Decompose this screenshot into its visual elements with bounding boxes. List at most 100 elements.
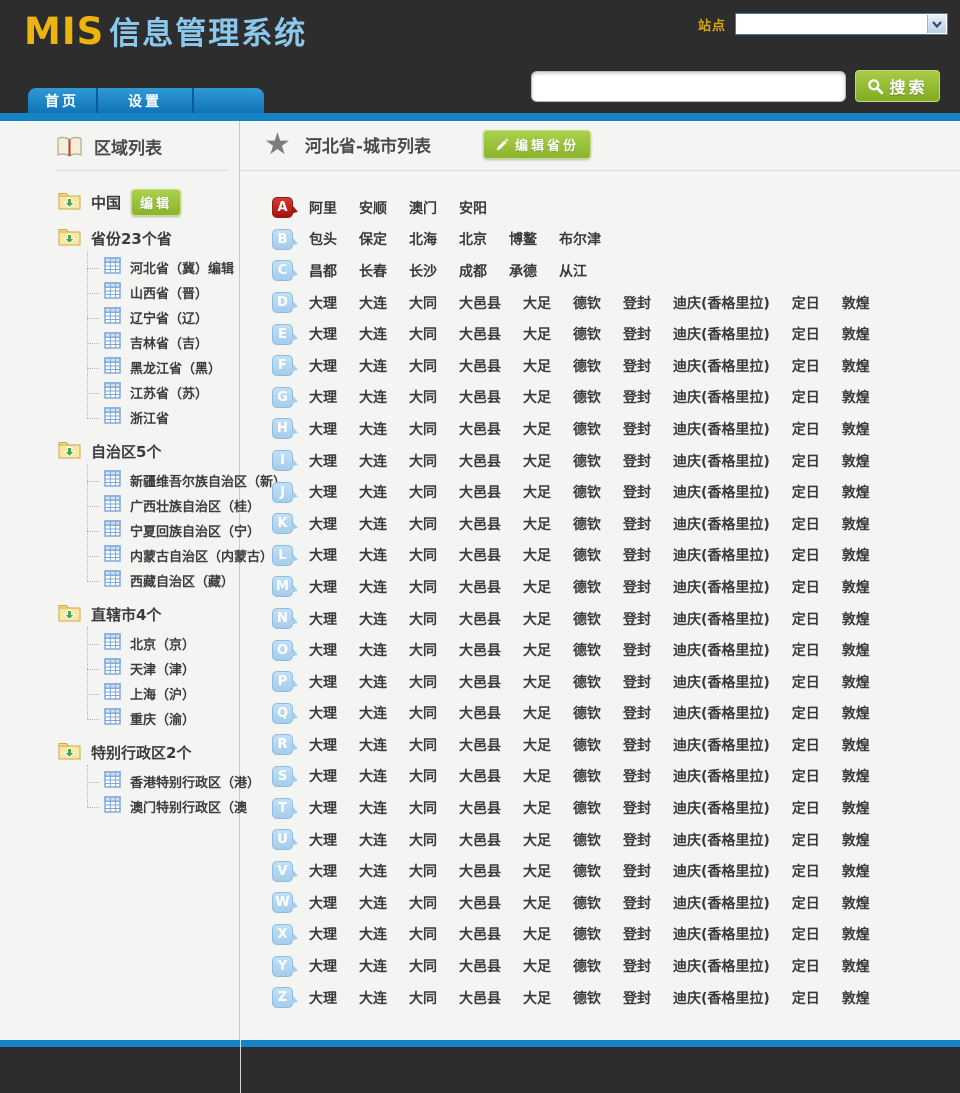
city-link[interactable]: 大足 [523,737,551,754]
tree-leaf-label[interactable]: 新疆维吾尔族自治区（新） [130,475,287,490]
city-link[interactable]: 昌都 [309,263,337,280]
tree-group-label[interactable]: 直辖市4个 [91,605,162,624]
city-link[interactable]: 德钦 [573,801,601,818]
city-link[interactable]: 大理 [309,643,337,660]
city-link[interactable]: 大同 [409,579,437,596]
city-link[interactable]: 敦煌 [841,390,870,407]
city-link[interactable]: 德钦 [573,579,601,596]
letter-badge[interactable]: U [272,829,293,851]
city-link[interactable]: 大足 [523,706,551,723]
city-link[interactable]: 大邑县 [459,548,501,565]
tree-leaf[interactable]: 重庆（渝） [87,706,239,731]
city-link[interactable]: 大邑县 [459,579,501,596]
letter-badge[interactable]: Z [272,987,293,1009]
city-link[interactable]: 登封 [623,643,651,660]
city-link[interactable]: 大邑县 [459,864,501,881]
city-link[interactable]: 登封 [623,295,651,312]
city-link[interactable]: 大连 [359,390,387,407]
city-link[interactable]: 大足 [523,990,551,1007]
city-link[interactable]: 登封 [623,769,651,786]
city-link[interactable]: 大理 [309,516,337,533]
city-link[interactable]: 登封 [623,895,651,912]
city-link[interactable]: 德钦 [573,327,601,344]
city-link[interactable]: 登封 [623,674,651,691]
city-link[interactable]: 大足 [523,579,551,596]
city-link[interactable]: 大邑县 [459,895,501,912]
tree-leaf-label[interactable]: 河北省（冀）编辑 [130,262,235,277]
city-link[interactable]: 大理 [309,990,337,1007]
city-link[interactable]: 敦煌 [841,864,870,881]
city-link[interactable]: 大邑县 [459,516,501,533]
city-link[interactable]: 定日 [791,485,820,502]
letter-badge[interactable]: F [272,355,293,377]
city-link[interactable]: 定日 [791,864,820,881]
city-link[interactable]: 敦煌 [841,327,870,344]
city-link[interactable]: 敦煌 [841,485,870,502]
city-link[interactable]: 大同 [409,516,437,533]
city-link[interactable]: 定日 [791,706,820,723]
city-link[interactable]: 德钦 [573,737,601,754]
city-link[interactable]: 登封 [623,990,651,1007]
city-link[interactable]: 大足 [523,801,551,818]
city-link[interactable]: 北京 [459,232,487,249]
city-link[interactable]: 敦煌 [841,706,870,723]
city-link[interactable]: 大足 [523,516,551,533]
letter-badge[interactable]: V [272,860,293,882]
city-link[interactable]: 大理 [309,959,337,976]
city-link[interactable]: 定日 [791,453,820,470]
city-link[interactable]: 从江 [559,263,587,280]
letter-badge[interactable]: O [272,639,293,661]
city-link[interactable]: 大连 [359,548,387,565]
folder-arrow-icon[interactable] [58,603,81,626]
city-link[interactable]: 迪庆(香格里拉) [673,453,770,470]
letter-badge[interactable]: I [272,450,293,472]
city-link[interactable]: 定日 [791,579,820,596]
city-link[interactable]: 大同 [409,295,437,312]
city-link[interactable]: 大同 [409,927,437,944]
city-link[interactable]: 大邑县 [459,453,501,470]
city-link[interactable]: 大邑县 [459,832,501,849]
tree-leaf-label[interactable]: 吉林省（吉） [130,337,209,352]
city-link[interactable]: 大邑县 [459,485,501,502]
city-link[interactable]: 德钦 [573,927,601,944]
city-link[interactable]: 迪庆(香格里拉) [673,643,770,660]
letter-badge[interactable]: G [272,386,293,408]
city-link[interactable]: 大理 [309,421,337,438]
tree-leaf-label[interactable]: 浙江省 [130,412,170,427]
city-link[interactable]: 敦煌 [841,295,870,312]
city-link[interactable]: 登封 [623,959,651,976]
city-link[interactable]: 大连 [359,611,387,628]
city-link[interactable]: 大同 [409,959,437,976]
city-link[interactable]: 定日 [791,895,820,912]
city-link[interactable]: 迪庆(香格里拉) [673,390,770,407]
city-link[interactable]: 大理 [309,327,337,344]
city-link[interactable]: 承德 [509,263,537,280]
city-link[interactable]: 大足 [523,485,551,502]
letter-badge[interactable]: N [272,608,293,630]
letter-badge[interactable]: J [272,481,293,503]
tree-leaf-label[interactable]: 广西壮族自治区（桂） [130,500,261,515]
city-link[interactable]: 定日 [791,611,820,628]
tree-leaf[interactable]: 西藏自治区（藏） [87,568,239,593]
city-link[interactable]: 登封 [623,927,651,944]
city-link[interactable]: 大同 [409,706,437,723]
city-link[interactable]: 大同 [409,801,437,818]
city-link[interactable]: 大连 [359,295,387,312]
city-link[interactable]: 定日 [791,327,820,344]
city-link[interactable]: 定日 [791,832,820,849]
city-link[interactable]: 大同 [409,327,437,344]
city-link[interactable]: 大邑县 [459,737,501,754]
city-link[interactable]: 大足 [523,611,551,628]
letter-badge[interactable]: P [272,671,293,693]
city-link[interactable]: 迪庆(香格里拉) [673,611,770,628]
tree-leaf-label[interactable]: 辽宁省（辽） [130,312,209,327]
city-link[interactable]: 迪庆(香格里拉) [673,706,770,723]
city-link[interactable]: 大足 [523,832,551,849]
tree-leaf[interactable]: 浙江省 [87,405,239,430]
city-link[interactable]: 登封 [623,737,651,754]
city-link[interactable]: 大同 [409,421,437,438]
tree-leaf[interactable]: 江苏省（苏） [87,380,239,405]
city-link[interactable]: 定日 [791,927,820,944]
city-link[interactable]: 大连 [359,358,387,375]
city-link[interactable]: 德钦 [573,421,601,438]
